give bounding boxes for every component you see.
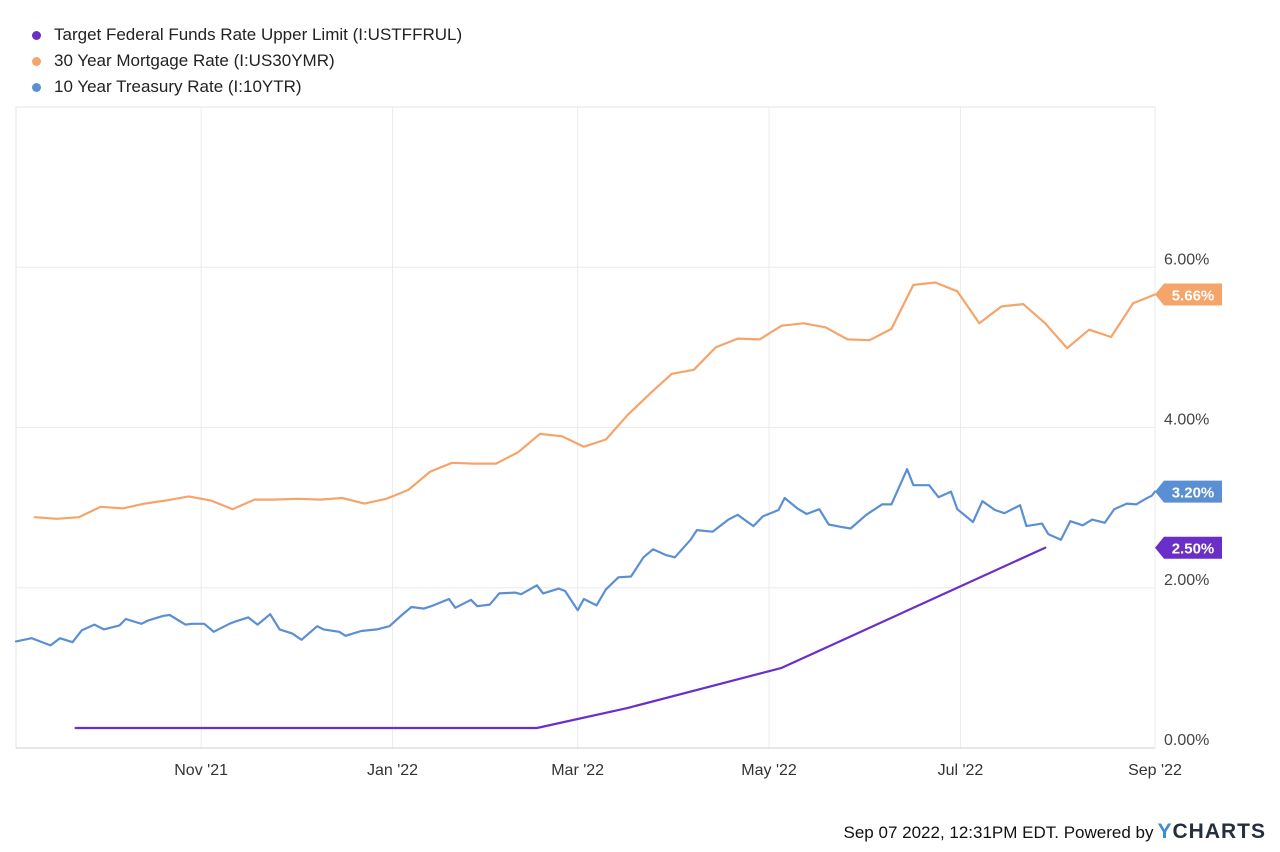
end-value-tag [1155,480,1222,503]
x-tick-label: May '22 [741,762,797,779]
chart-footer: Sep 07 2022, 12:31PM EDT. Powered by YCH… [844,820,1266,844]
end-value-tag [1155,283,1222,306]
ycharts-logo-text: CHARTS [1172,820,1266,843]
series-line [14,468,1157,647]
x-tick-label: Jan '22 [367,762,418,779]
end-value-label: 2.50% [1172,541,1215,558]
series-line [74,546,1047,730]
end-value-label: 5.66% [1172,287,1215,304]
x-tick-label: Sep '22 [1128,762,1182,779]
x-tick-label: Mar '22 [551,762,604,779]
end-value-label: 3.20% [1172,485,1215,502]
legend-label-mortgage: 30 Year Mortgage Rate (I:US30YMR) [54,51,335,70]
y-tick-label: 0.00% [1164,732,1209,749]
legend-marker-mortgage [32,56,41,66]
legend-marker-treasury [32,82,41,92]
series-line [33,281,1157,520]
y-tick-label: 2.00% [1164,572,1209,589]
y-tick-label: 4.00% [1164,412,1209,429]
footer-timestamp: Sep 07 2022, 12:31PM EDT. Powered by [843,823,1154,842]
ycharts-logo-y: Y [1157,820,1173,843]
legend-marker-fed-funds [32,30,41,40]
x-tick-label: Nov '21 [174,762,228,779]
legend-label-fed-funds: Target Federal Funds Rate Upper Limit (I… [54,25,463,44]
end-value-tag [1155,536,1222,559]
ycharts-logo[interactable]: YCHARTS [1157,820,1266,844]
legend-label-treasury: 10 Year Treasury Rate (I:10YTR) [54,77,302,96]
x-tick-label: Jul '22 [938,762,984,779]
y-tick-label: 6.00% [1164,251,1209,268]
legend-item-fed-funds[interactable]: Target Federal Funds Rate Upper Limit (I… [32,22,462,48]
legend-item-mortgage[interactable]: 30 Year Mortgage Rate (I:US30YMR) [32,48,462,74]
legend-item-treasury[interactable]: 10 Year Treasury Rate (I:10YTR) [32,74,462,100]
chart-legend: Target Federal Funds Rate Upper Limit (I… [32,22,462,100]
